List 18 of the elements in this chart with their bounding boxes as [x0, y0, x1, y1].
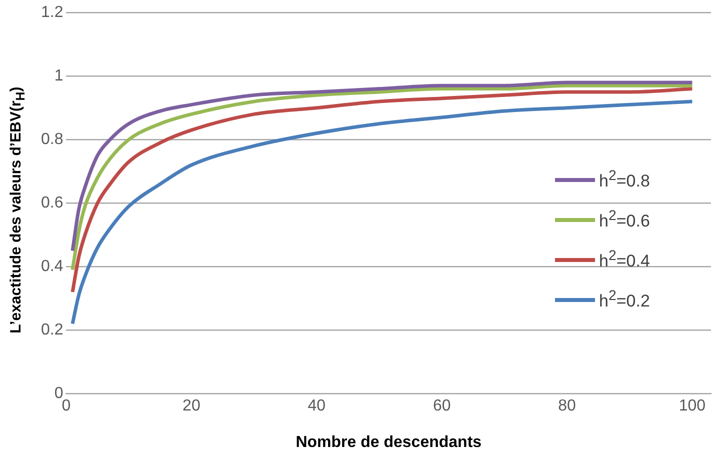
legend-label: h$^{2}$=0.6 [599, 208, 650, 232]
x-tick-label: 20 [182, 398, 200, 415]
line-series [70, 100, 694, 326]
y-tick-label: 0.6 [40, 194, 64, 212]
x-axis-title: Nombre de descendants [296, 434, 482, 451]
y-tick-label: 1 [54, 68, 64, 85]
x-tick-label: 40 [308, 398, 326, 415]
y-tick-label: 0.8 [40, 131, 64, 148]
legend-label: h$^{2}$=0.8 [599, 168, 650, 192]
legend-label: h$^{2}$=0.2 [599, 288, 650, 312]
y-tick-label: 1.2 [40, 4, 64, 22]
x-tick-label: 80 [558, 398, 576, 415]
y-tick-label: 0.2 [40, 322, 64, 339]
legend-label: h$^{2}$=0.4 [599, 248, 650, 272]
y-tick-label: 0 [54, 385, 64, 402]
y-tick-label: 0.4 [40, 258, 64, 276]
x-tick-label: 100 [678, 398, 706, 415]
x-tick-label: 60 [432, 398, 451, 415]
